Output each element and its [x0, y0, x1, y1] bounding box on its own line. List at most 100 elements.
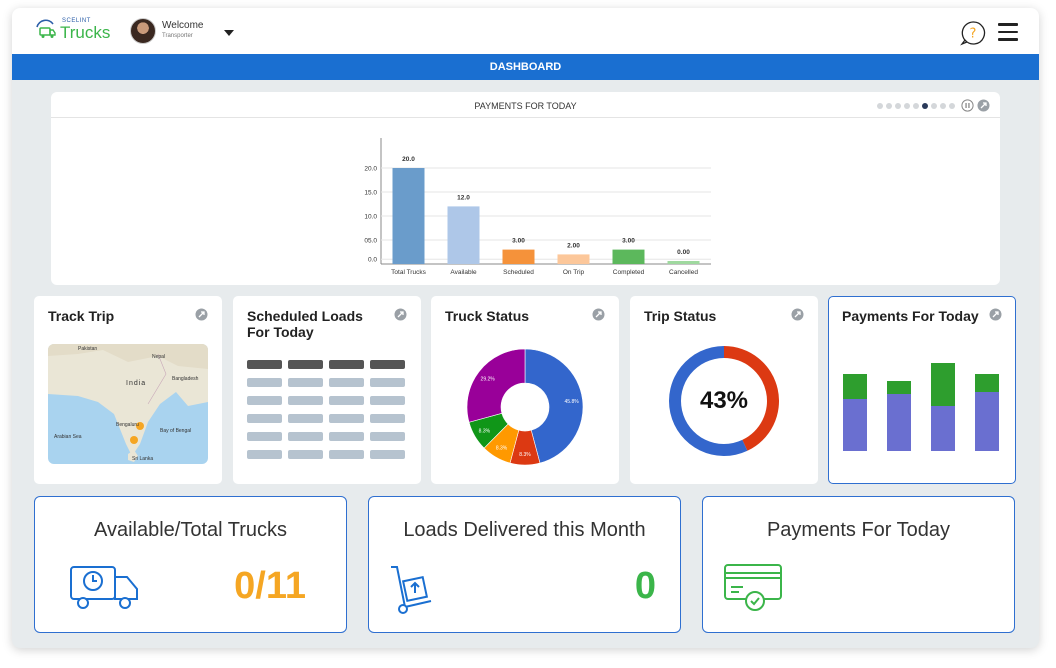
stacked-bar-green — [975, 374, 999, 392]
chart-title: PAYMENTS FOR TODAY — [474, 101, 577, 111]
table-row — [247, 432, 411, 441]
x-tick-label: On Trip — [563, 269, 585, 276]
carousel-dot[interactable] — [895, 102, 901, 109]
trip-map[interactable]: Pakistan Nepal Bangladesh India Bay of B… — [48, 344, 208, 464]
app-logo[interactable]: SCELINT Trucks — [34, 18, 110, 41]
carousel-dot[interactable] — [940, 102, 946, 109]
truck-logo-icon — [36, 18, 56, 38]
bar-value-label: 12.0 — [457, 194, 470, 201]
map-label: Pakistan — [78, 346, 98, 352]
track-trip-card[interactable]: Track Trip Pakistan Nepal Bangladesh Ind… — [34, 296, 222, 484]
chart-divider — [51, 117, 1000, 118]
payments-today-title: Payments For Today — [842, 308, 979, 324]
payments-today-kpi-card[interactable]: Payments For Today — [702, 496, 1015, 633]
hamburger-menu-icon[interactable] — [998, 23, 1018, 41]
donut-slice — [466, 348, 526, 423]
payments-today-card[interactable]: Payments For Today — [828, 296, 1016, 484]
carousel-dot[interactable] — [922, 102, 928, 109]
x-tick-label: Completed — [613, 269, 645, 276]
expand-icon[interactable] — [977, 99, 990, 112]
expand-icon[interactable] — [195, 308, 208, 321]
slice-label: 8.3% — [496, 446, 508, 452]
carousel-dot[interactable] — [877, 102, 883, 109]
carousel-dot[interactable] — [913, 102, 919, 109]
slice-label: 8.3% — [479, 429, 491, 435]
logo-big-text: Trucks — [60, 23, 111, 42]
x-tick-label: Cancelled — [669, 269, 698, 276]
bar — [447, 206, 480, 264]
y-tick-label: 05.0 — [364, 238, 377, 245]
expand-icon[interactable] — [989, 308, 1002, 321]
table-row — [247, 396, 411, 405]
user-role: Transporter — [162, 33, 193, 39]
carousel-dots — [877, 102, 958, 109]
stacked-bar-green — [887, 381, 911, 394]
carousel-dot[interactable] — [931, 102, 937, 109]
truck-status-card[interactable]: Truck Status 45.8% 8.3% 8.3% 8.3% 29.2% — [431, 296, 619, 484]
truck-status-donut: 45.8% 8.3% 8.3% 8.3% 29.2% — [466, 348, 584, 466]
truck-clock-icon — [70, 566, 138, 609]
pause-icon[interactable] — [961, 99, 974, 112]
stacked-bar-green — [843, 374, 867, 399]
map-label: Bay of Bengal — [160, 428, 192, 434]
x-tick-label: Scheduled — [503, 269, 534, 276]
payments-bar-chart: 20.0 15.0 10.0 05.0 0.0 20.0 Total Trucks 12.0 A… — [364, 138, 711, 276]
table-row — [247, 450, 411, 459]
loads-delivered-title: Loads Delivered this Month — [403, 519, 646, 541]
bar-value-label: 0.00 — [677, 249, 690, 256]
slice-label: 29.2% — [481, 376, 496, 382]
payments-today-kpi-title: Payments For Today — [766, 519, 951, 541]
available-trucks-card[interactable]: Available/Total Trucks 0/11 — [34, 496, 347, 633]
bar — [557, 254, 590, 264]
avatar[interactable] — [130, 18, 156, 44]
stacked-bar-blue — [975, 392, 999, 451]
bar — [502, 249, 535, 264]
y-tick-label: 10.0 — [364, 214, 377, 221]
x-tick-label: Available — [450, 269, 477, 276]
map-label: India — [126, 380, 147, 387]
expand-icon[interactable] — [791, 308, 804, 321]
scheduled-loads-card[interactable]: Scheduled Loads For Today — [233, 296, 421, 484]
bar-value-label: 3.00 — [512, 238, 525, 245]
loads-delivered-value: 0 — [634, 565, 656, 607]
top-bar: SCELINT Trucks Welcome Transporter ? — [12, 8, 1039, 54]
map-label: Arabian Sea — [54, 434, 82, 440]
slice-label: 8.3% — [519, 452, 531, 458]
ring-segment — [669, 346, 748, 456]
bar — [392, 168, 425, 264]
available-trucks-value: 0/11 — [234, 565, 306, 607]
carousel-dot[interactable] — [949, 102, 955, 109]
loads-delivered-card[interactable]: Loads Delivered this Month 0 — [368, 496, 681, 633]
trip-status-card[interactable]: Trip Status 43% — [630, 296, 818, 484]
track-trip-title: Track Trip — [48, 308, 115, 324]
trip-status-title: Trip Status — [644, 308, 717, 324]
map-label: Nepal — [152, 354, 166, 360]
stacked-bar-blue — [843, 399, 867, 451]
app-window: SCELINT Trucks Welcome Transporter ? DAS… — [12, 8, 1039, 648]
payments-chart-card: PAYMENTS FOR TODAY 20.0 15.0 10.0 05.0 0.0 20… — [51, 92, 1000, 285]
scheduled-loads-table — [247, 360, 411, 468]
welcome-text: Welcome — [162, 20, 204, 31]
carousel-dot[interactable] — [904, 102, 910, 109]
table-header-row — [247, 360, 411, 369]
map-label: Sri Lanka — [132, 456, 154, 462]
chevron-down-icon[interactable] — [224, 30, 234, 36]
map-image — [48, 344, 208, 464]
payments-stacked-bars — [843, 363, 999, 451]
logo-small-text: SCELINT — [62, 18, 91, 24]
available-trucks-title: Available/Total Trucks — [93, 519, 288, 541]
bar-value-label: 20.0 — [402, 156, 415, 163]
expand-icon[interactable] — [592, 308, 605, 321]
trip-status-ring — [669, 346, 779, 456]
expand-icon[interactable] — [394, 308, 407, 321]
scheduled-loads-title: Scheduled Loads For Today — [247, 308, 363, 340]
stacked-bar-green — [931, 363, 955, 406]
svg-text:?: ? — [970, 27, 977, 42]
y-tick-label: 15.0 — [364, 190, 377, 197]
help-icon[interactable]: ? — [960, 20, 986, 46]
bar — [612, 249, 645, 264]
slice-label: 45.8% — [565, 399, 580, 405]
bar-value-label: 3.00 — [622, 238, 635, 245]
x-tick-label: Total Trucks — [391, 269, 426, 276]
carousel-dot[interactable] — [886, 102, 892, 109]
